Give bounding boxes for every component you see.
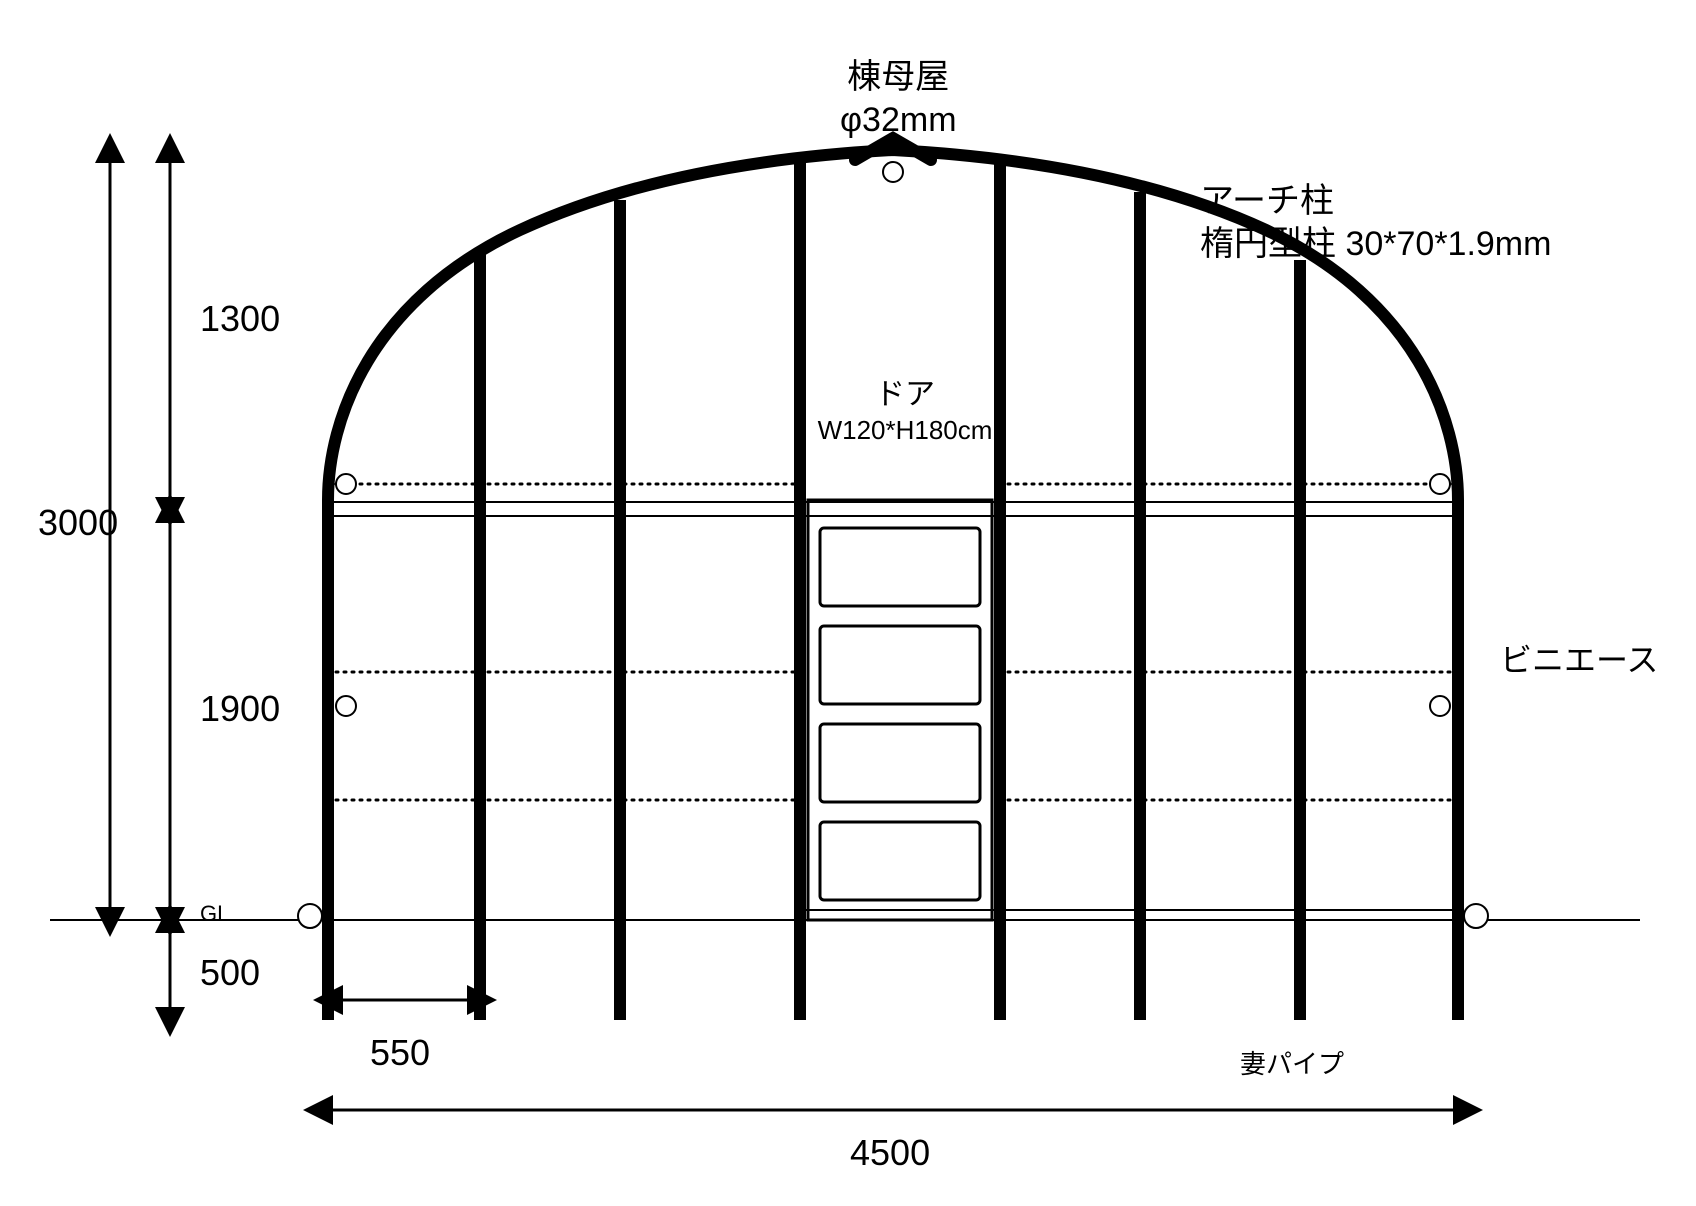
marker-apex <box>883 162 903 182</box>
diagram-stage: 棟母屋 φ32mm アーチ柱 楕円型柱 30*70*1.9mm ドア W120*… <box>0 0 1696 1206</box>
ridge-label-line2: φ32mm <box>840 99 957 142</box>
marker-mid-left <box>336 696 356 716</box>
marker-mid-right <box>1430 696 1450 716</box>
marker-gl-right <box>1464 904 1488 928</box>
door <box>808 500 992 920</box>
marker-eave-right <box>1430 474 1450 494</box>
door-label-line2: W120*H180cm <box>810 414 1000 447</box>
ridge-label: 棟母屋 φ32mm <box>840 56 957 141</box>
dim-3000-text: 3000 <box>38 500 118 545</box>
viniace-label: ビニエース <box>1500 640 1658 680</box>
dim-1300-text: 1300 <box>200 296 280 341</box>
gl-label: GL <box>200 900 229 928</box>
dim-1900-text: 1900 <box>200 686 280 731</box>
door-label-line1: ドア <box>810 376 1000 414</box>
arch-post-label-line2: 楕円型柱 30*70*1.9mm <box>1200 223 1551 266</box>
arch-post-label: アーチ柱 楕円型柱 30*70*1.9mm <box>1200 180 1551 265</box>
door-label: ドア W120*H180cm <box>810 376 1000 446</box>
dim-4500-text: 4500 <box>850 1130 930 1175</box>
marker-eave-left <box>336 474 356 494</box>
marker-gl-left <box>298 904 322 928</box>
arch-outline <box>328 150 1458 1020</box>
dim-500-text: 500 <box>200 950 260 995</box>
ridge-label-line1: 棟母屋 <box>840 56 957 99</box>
tsuma-pipe-label: 妻パイプ <box>1240 1048 1344 1081</box>
dim-550-text: 550 <box>370 1030 430 1075</box>
arch-post-label-line1: アーチ柱 <box>1200 180 1551 223</box>
